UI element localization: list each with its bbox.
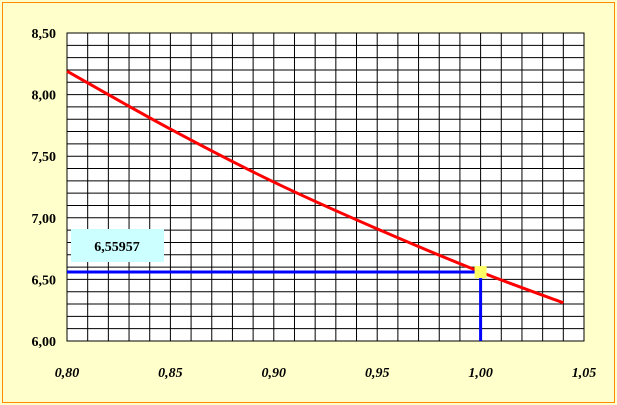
highlight-point-marker (474, 266, 487, 279)
x-tick-label: 0,80 (55, 366, 80, 381)
value-callout-text: 6,55957 (94, 240, 140, 255)
x-axis-tick-labels: 0,80 0,85 0,90 0,95 1,00 1,05 (55, 366, 597, 381)
value-callout-box (71, 229, 164, 262)
x-tick-label: 0,95 (365, 366, 390, 381)
y-tick-label: 6,50 (32, 273, 57, 288)
x-tick-label: 1,05 (572, 366, 597, 381)
y-tick-label: 7,00 (32, 212, 57, 227)
x-tick-label: 0,85 (158, 366, 183, 381)
y-tick-label: 8,00 (32, 89, 57, 104)
x-tick-label: 1,00 (468, 366, 493, 381)
y-axis-tick-labels: 6,00 6,50 7,00 7,50 8,00 8,50 (32, 27, 57, 350)
y-tick-label: 8,50 (32, 27, 57, 42)
y-tick-label: 6,00 (32, 335, 57, 350)
y-tick-label: 7,50 (32, 150, 57, 165)
vertical-gridlines (87, 33, 564, 341)
x-tick-label: 0,90 (262, 366, 287, 381)
horizontal-gridlines (67, 44, 584, 330)
plot-area (66, 32, 585, 342)
